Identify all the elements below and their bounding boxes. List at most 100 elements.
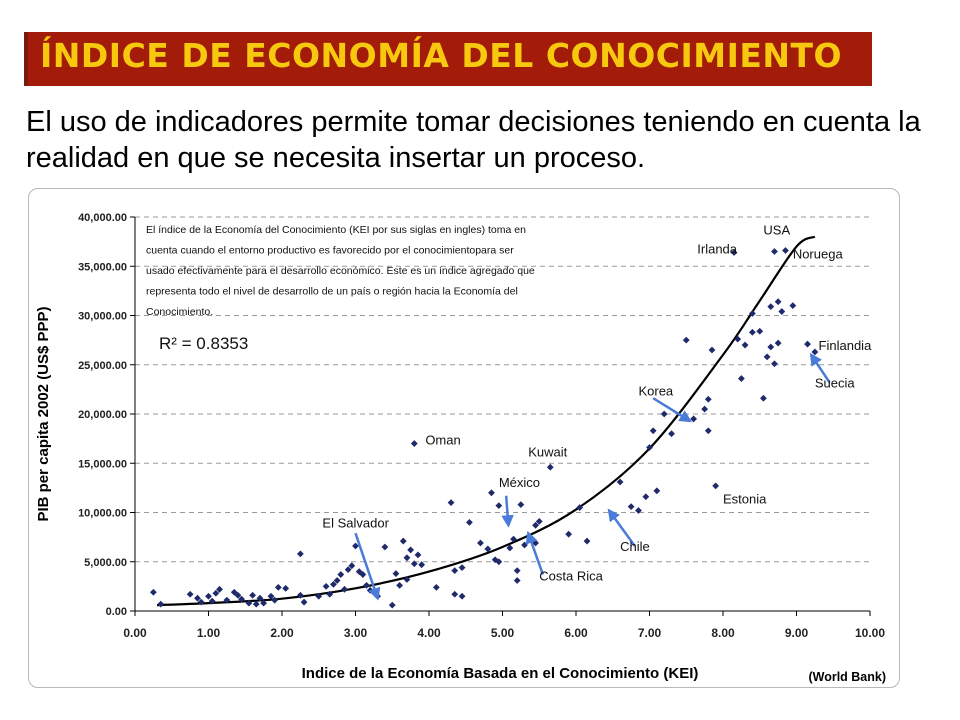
data-point: [495, 502, 503, 510]
annotation-arrow: [607, 508, 636, 547]
data-point: [333, 577, 341, 584]
data-point: [701, 405, 709, 413]
country-label: USA: [763, 223, 790, 238]
country-label: Chile: [620, 539, 650, 554]
data-point: [668, 430, 675, 438]
data-point: [458, 564, 466, 572]
data-point: [767, 303, 775, 311]
data-point: [704, 427, 712, 435]
data-point: [774, 339, 782, 347]
data-point: [216, 585, 223, 593]
x-tick-label: 3.00: [344, 626, 368, 640]
data-point: [149, 588, 157, 596]
data-point: [410, 440, 418, 447]
data-point: [414, 551, 422, 559]
trend-line: [157, 235, 816, 607]
data-point: [341, 585, 348, 593]
data-point: [737, 375, 745, 382]
data-point: [704, 395, 712, 403]
y-tick-label: 0.00: [106, 606, 127, 618]
data-point: [322, 582, 330, 590]
slide-subtitle: El uso de indicadores permite tomar deci…: [26, 106, 921, 174]
data-point: [649, 427, 657, 435]
data-point: [495, 558, 503, 566]
data-point: [535, 517, 543, 525]
data-point: [300, 598, 308, 606]
data-point: [363, 581, 370, 589]
data-point: [451, 590, 459, 598]
data-point: [186, 590, 194, 598]
country-label: Estonia: [723, 492, 767, 507]
data-point: [741, 341, 749, 349]
country-label: Noruega: [793, 246, 844, 261]
y-tick-label: 35,000.00: [78, 261, 127, 273]
data-point: [506, 544, 514, 552]
data-point: [583, 537, 591, 545]
data-point: [410, 560, 418, 568]
data-point: [447, 499, 455, 507]
data-point: [730, 249, 738, 256]
annotation-arrow: [652, 397, 693, 423]
data-point: [660, 410, 668, 418]
data-point: [565, 530, 573, 538]
data-point: [396, 581, 403, 589]
note-text-line: El índice de la Economía del Conocimient…: [146, 224, 526, 236]
data-point: [296, 591, 304, 599]
data-point: [208, 597, 216, 605]
data-point: [576, 504, 584, 511]
data-point: [749, 310, 756, 317]
y-tick-label: 25,000.00: [78, 360, 127, 372]
data-point: [488, 489, 495, 497]
data-point: [326, 590, 334, 598]
data-point: [771, 360, 778, 368]
data-point: [477, 539, 484, 547]
data-point: [352, 542, 359, 550]
data-point: [771, 248, 778, 255]
x-tick-label: 2.00: [270, 626, 294, 640]
country-label: Finlandia: [819, 338, 873, 353]
country-label: Oman: [425, 433, 460, 448]
data-point: [252, 600, 260, 608]
note-text-line: usado efectivamente para el desarrollo e…: [146, 265, 535, 277]
annotation-arrow: [525, 530, 545, 575]
data-point: [708, 346, 716, 354]
y-axis-label: PIB per capita 2002 (US$ PPP): [35, 306, 52, 521]
data-point: [635, 507, 642, 514]
note-text-line: representa todo el nivel de desarrollo d…: [146, 286, 518, 298]
data-point: [458, 592, 466, 600]
data-point: [642, 493, 650, 501]
title-bar: ÍNDICE DE ECONOMÍA DEL CONOCIMIENTO: [24, 32, 872, 86]
data-point: [756, 327, 764, 335]
country-label: Kuwait: [528, 444, 567, 459]
data-point: [466, 518, 473, 526]
data-point: [646, 444, 653, 451]
annotation-arrow: [501, 495, 514, 528]
data-point: [282, 584, 290, 592]
data-point: [782, 247, 789, 254]
x-tick-label: 0.00: [123, 626, 147, 640]
data-point: [234, 591, 242, 599]
country-label: Korea: [638, 383, 673, 398]
y-tick-label: 15,000.00: [78, 458, 127, 470]
data-point: [344, 566, 352, 574]
y-tick-label: 40,000.00: [78, 212, 127, 224]
y-tick-label: 20,000.00: [78, 409, 127, 421]
data-point: [267, 592, 275, 600]
data-point: [690, 415, 697, 423]
data-point: [484, 545, 492, 553]
data-point: [407, 546, 415, 554]
country-label: México: [499, 475, 540, 490]
x-tick-label: 4.00: [417, 626, 441, 640]
data-point: [760, 394, 767, 402]
data-point: [627, 503, 635, 510]
data-point: [245, 599, 253, 607]
data-point: [546, 463, 554, 471]
x-tick-label: 10.00: [855, 626, 885, 640]
data-point: [513, 567, 521, 575]
data-point: [682, 336, 690, 344]
y-tick-label: 30,000.00: [78, 311, 127, 323]
data-point: [451, 567, 459, 575]
data-point: [616, 478, 624, 486]
x-tick-label: 8.00: [711, 626, 735, 640]
data-point: [337, 571, 345, 578]
